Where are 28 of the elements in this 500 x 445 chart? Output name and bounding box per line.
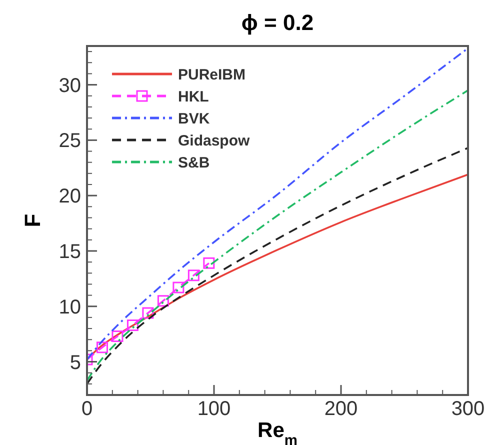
y-tick-label: 5 [70, 352, 81, 374]
y-axis-title: F [20, 214, 45, 228]
point [142, 307, 154, 319]
point [172, 282, 184, 294]
x-tick-label: 0 [81, 398, 93, 420]
chart-title: ϕ = 0.2 [241, 10, 314, 35]
x-tick-label: 300 [451, 398, 485, 420]
y-tick-label: 30 [58, 74, 81, 97]
x-tick-label: 100 [197, 398, 231, 420]
y-tick-label: 20 [58, 186, 81, 208]
point [112, 330, 124, 342]
legend-label: HKL [178, 88, 209, 106]
line-series [87, 89, 468, 382]
point [203, 257, 215, 269]
legend-label: Gidaspow [178, 132, 250, 150]
x-tick-label: 200 [324, 398, 358, 420]
y-tick-label: 15 [58, 240, 81, 263]
point [157, 295, 169, 307]
legend-label: BVK [178, 110, 210, 128]
y-tick-label: 10 [58, 296, 81, 318]
line-series [87, 147, 468, 385]
x-axis-title: Re$_{m}$ [258, 419, 298, 445]
legend-label: S&B [178, 154, 210, 172]
point [126, 319, 138, 331]
point [188, 270, 200, 282]
point [96, 342, 108, 354]
y-tick-label: 25 [58, 130, 81, 152]
legend-label: PUReIBM [178, 66, 246, 84]
